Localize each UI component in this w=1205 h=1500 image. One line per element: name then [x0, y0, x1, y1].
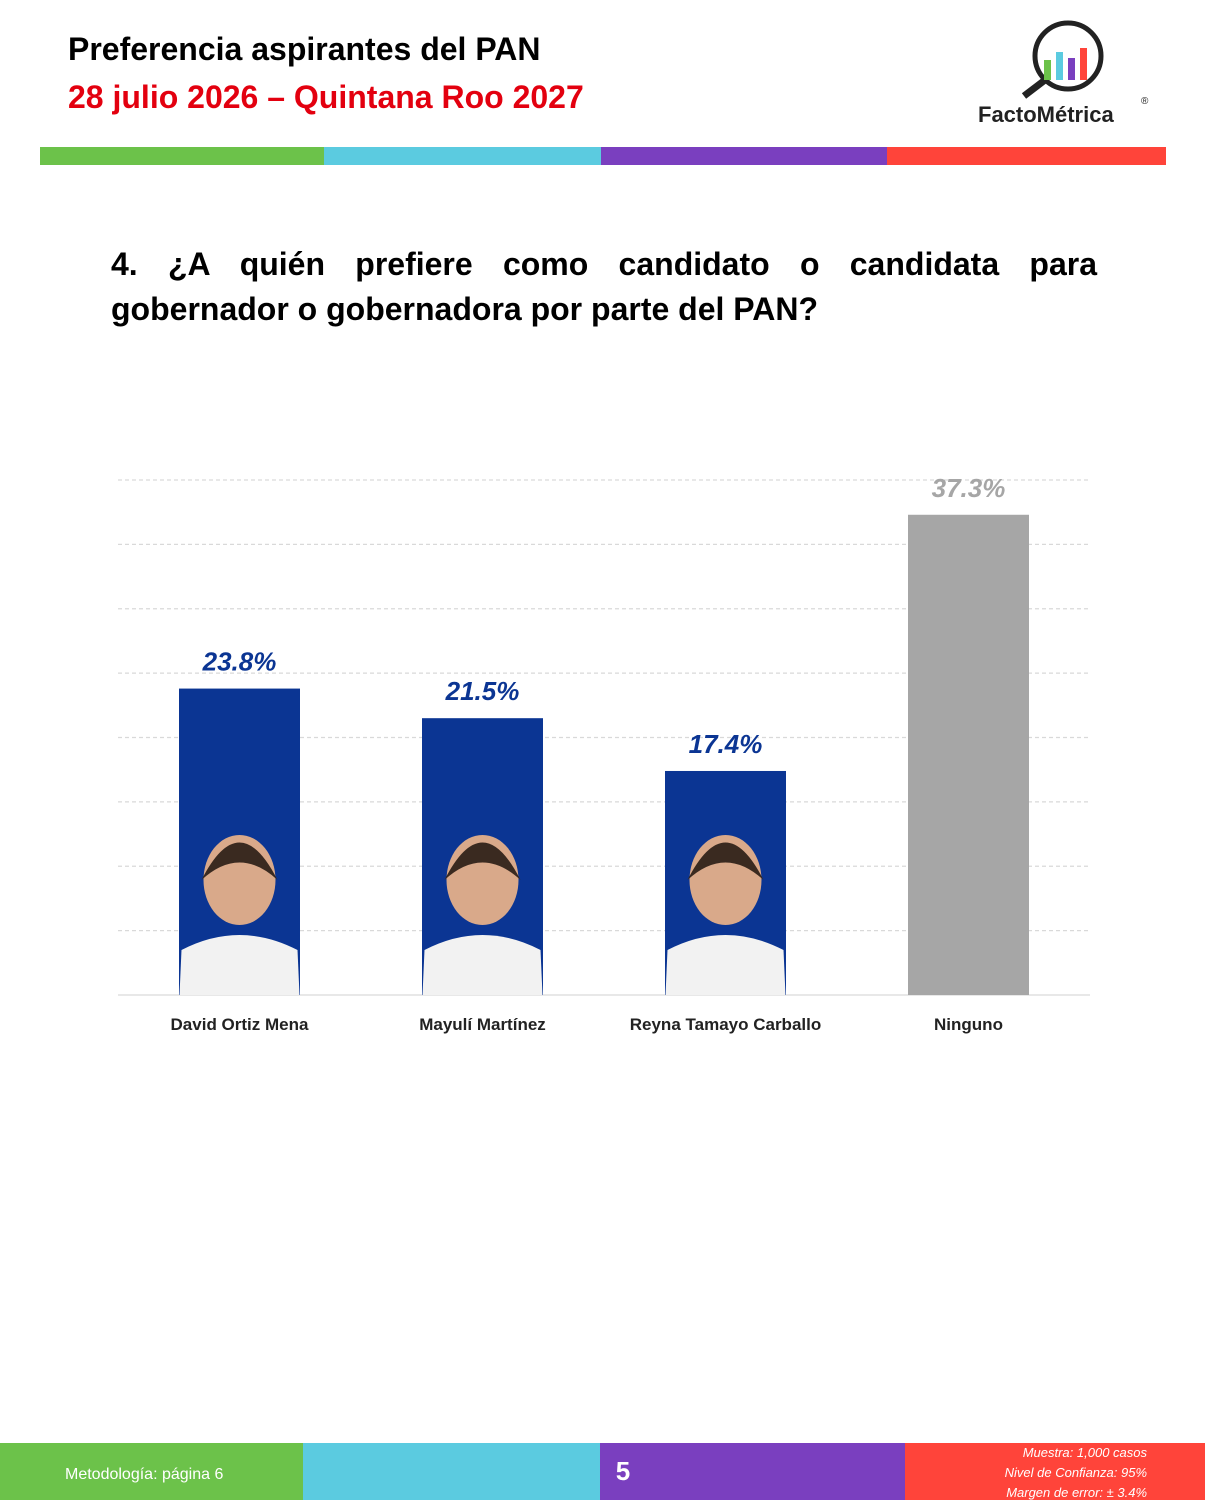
note: Margen de error: ± 3.4% — [1006, 1485, 1147, 1500]
x-tick-label: Reyna Tamayo Carballo — [630, 1015, 821, 1034]
logo: FactoMétrica ® — [978, 20, 1149, 127]
footer-block — [905, 1443, 1205, 1500]
photo-body — [179, 935, 300, 995]
methodology: Metodología: página 6 — [65, 1466, 223, 1483]
note: Nivel de Confianza: 95% — [1005, 1465, 1147, 1480]
photo-hair — [201, 842, 278, 880]
x-tick-label: Ninguno — [934, 1015, 1003, 1034]
footer-block — [600, 1443, 905, 1500]
value-label: 23.8% — [202, 647, 277, 677]
title: Preferencia aspirantes del PAN — [68, 31, 541, 67]
logo-mark: ® — [1141, 96, 1149, 107]
note: Muestra: 1,000 casos — [1023, 1445, 1148, 1460]
footer-block — [0, 1443, 303, 1500]
subtitle: 28 julio 2026 – Quintana Roo 2027 — [68, 79, 584, 115]
stripe — [40, 147, 324, 165]
logo-text: FactoMétrica — [978, 102, 1114, 127]
logo-bar — [1080, 48, 1087, 80]
value-label: 21.5% — [445, 676, 520, 706]
bar — [908, 514, 1029, 995]
photo-hair — [687, 842, 764, 880]
footer-block — [303, 1443, 600, 1500]
question: 4. ¿A quién prefiere como candidato o ca… — [111, 246, 1097, 327]
x-tick-label: Mayulí Martínez — [419, 1015, 546, 1034]
logo-bar — [1056, 52, 1063, 80]
stripe — [324, 147, 601, 165]
stripe — [887, 147, 1166, 165]
page-number: 5 — [616, 1456, 630, 1486]
photo-hair — [444, 842, 521, 880]
stripe — [601, 147, 887, 165]
logo-lens — [1032, 20, 1104, 92]
logo-handle — [1021, 77, 1048, 99]
x-tick-label: David Ortiz Mena — [171, 1015, 309, 1034]
logo-bar — [1068, 58, 1075, 80]
logo-bar — [1044, 60, 1051, 80]
photo-body — [665, 935, 786, 995]
value-label: 17.4% — [689, 729, 763, 759]
photo-body — [422, 935, 543, 995]
chart: David Ortiz Mena 23.8% Mayulí Martínez 21.5… — [118, 473, 1090, 1034]
value-label: 37.3% — [932, 473, 1006, 503]
